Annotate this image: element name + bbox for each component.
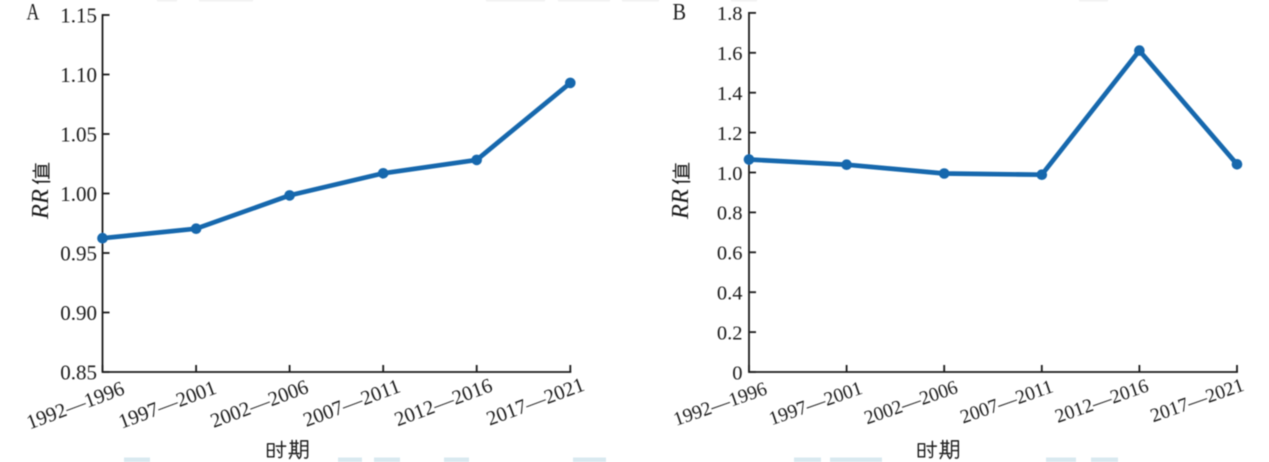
svg-text:0.8: 0.8	[717, 203, 743, 225]
svg-text:1.4: 1.4	[717, 83, 743, 105]
svg-text:0.2: 0.2	[717, 322, 743, 344]
svg-text:1.15: 1.15	[60, 3, 97, 27]
svg-text:1.05: 1.05	[60, 122, 97, 146]
svg-text:0.85: 0.85	[60, 360, 97, 384]
svg-text:1.8: 1.8	[717, 3, 743, 25]
svg-text:RR: RR	[27, 189, 54, 220]
svg-text:1.10: 1.10	[60, 63, 97, 87]
svg-text:0.6: 0.6	[717, 243, 743, 265]
svg-text:1.6: 1.6	[717, 43, 743, 65]
svg-text:B: B	[673, 0, 687, 25]
svg-text:1.2: 1.2	[717, 123, 743, 145]
svg-text:0: 0	[732, 362, 742, 384]
svg-text:1.0: 1.0	[717, 163, 743, 185]
svg-text:0.4: 0.4	[717, 283, 743, 305]
svg-text:0.90: 0.90	[60, 301, 97, 325]
svg-text:RR: RR	[667, 189, 694, 220]
svg-text:1.00: 1.00	[60, 182, 97, 206]
svg-text:0.95: 0.95	[60, 241, 97, 265]
svg-text:A: A	[27, 0, 40, 25]
